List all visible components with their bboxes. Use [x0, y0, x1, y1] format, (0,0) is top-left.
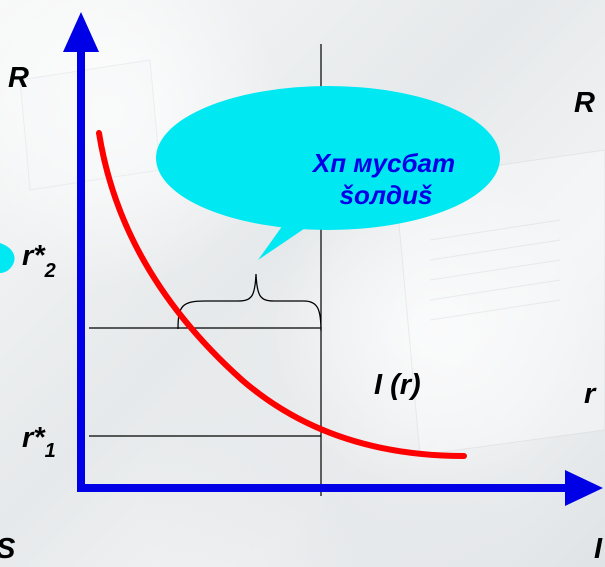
curve-label: I (r): [374, 369, 421, 401]
y-axis-arrowhead: [63, 12, 99, 52]
callout-bubble: Xп мусбат šолдиš: [156, 86, 500, 260]
right-edge-r-label: r: [584, 378, 597, 410]
x-axis-arrowhead: [565, 470, 603, 506]
bottom-left-s-label: S: [0, 533, 16, 565]
gap-brace: [177, 273, 322, 332]
callout-ellipse: [156, 86, 500, 230]
offscreen-bubble-fragment: [0, 243, 15, 273]
y-axis-label-right: R: [574, 87, 595, 119]
r-star-1-label: r*1: [22, 422, 56, 462]
r-star-2-label: r*2: [22, 240, 56, 282]
investment-curve: [96, 130, 467, 459]
callout-line-2: šолдиš: [340, 180, 433, 210]
y-axis-label-left: R: [8, 62, 29, 94]
callout-line-1: Xп мусбат: [311, 148, 455, 178]
bottom-right-i-label: I: [594, 533, 603, 565]
background-texture: [19, 59, 605, 456]
axes: [63, 12, 603, 506]
